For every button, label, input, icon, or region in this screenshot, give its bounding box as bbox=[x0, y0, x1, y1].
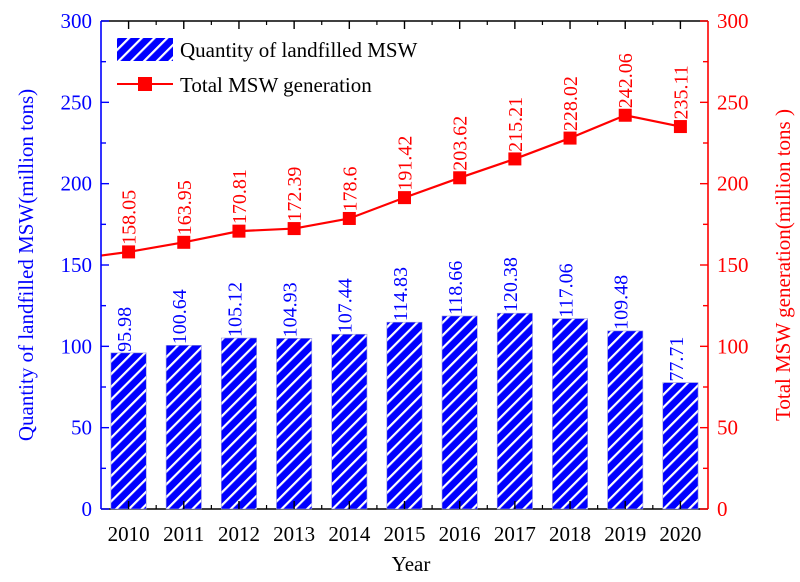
y-tick-label-right: 150 bbox=[717, 253, 749, 277]
legend-label-line: Total MSW generation bbox=[180, 73, 372, 97]
line-label-2014: 178.6 bbox=[339, 166, 361, 211]
x-tick-label: 2020 bbox=[659, 522, 701, 546]
line-marker-2013 bbox=[287, 222, 301, 236]
legend-label-bars: Quantity of landfilled MSW bbox=[180, 38, 418, 62]
axes: 0 50 100 150 200 250 300 0 50 100 150 200 250 300 2010… bbox=[61, 9, 749, 546]
bar-2020 bbox=[662, 382, 699, 510]
x-tick-label: 2010 bbox=[108, 522, 150, 546]
line-data-labels: 158.05 163.95 170.81 172.39 178.6 191.42 203.6… bbox=[119, 53, 693, 245]
y-tick-label-left: 50 bbox=[71, 416, 92, 440]
line-marker-2018 bbox=[563, 131, 577, 145]
y-tick-label-left: 0 bbox=[82, 497, 93, 521]
bar-2013 bbox=[276, 338, 313, 510]
y-tick-label-right: 50 bbox=[717, 416, 738, 440]
bar-label-2019: 109.48 bbox=[611, 275, 633, 330]
x-tick-label: 2014 bbox=[328, 522, 371, 546]
line-label-2018: 228.02 bbox=[560, 76, 582, 131]
y-tick-label-left: 100 bbox=[61, 334, 93, 358]
bar-label-2010: 95.98 bbox=[114, 307, 136, 352]
line-marker-2011 bbox=[177, 235, 191, 249]
line-marker-2020 bbox=[673, 120, 687, 134]
x-tick-label: 2016 bbox=[439, 522, 481, 546]
y-axis-title-right: Total MSW generation(million tons ) bbox=[771, 109, 795, 421]
legend-bar-swatch bbox=[117, 38, 173, 61]
line-label-2020: 235.11 bbox=[670, 65, 692, 119]
bar-data-labels: 95.98 100.64 105.12 104.93 107.44 114.83 118.6… bbox=[114, 257, 688, 381]
bar-2012 bbox=[220, 337, 257, 510]
line-label-2012: 170.81 bbox=[229, 169, 251, 224]
y-tick-label-right: 300 bbox=[717, 9, 749, 33]
bar-label-2011: 100.64 bbox=[169, 289, 191, 344]
line-marker-2016 bbox=[453, 171, 467, 185]
line-marker-2012 bbox=[232, 224, 246, 238]
y-axis-title-left: Quantity of landfilled MSW(million tons) bbox=[14, 89, 38, 441]
bar-2017 bbox=[496, 312, 533, 510]
y-tick-label-right: 0 bbox=[717, 497, 728, 521]
bar-label-2014: 107.44 bbox=[335, 278, 357, 333]
bar-label-2020: 77.71 bbox=[666, 337, 688, 382]
y-tick-label-left: 300 bbox=[61, 9, 93, 33]
bar-series bbox=[110, 312, 699, 510]
x-tick-label: 2012 bbox=[218, 522, 260, 546]
y-tick-label-left: 250 bbox=[61, 90, 93, 114]
bar-2015 bbox=[386, 321, 423, 510]
line-label-2016: 203.62 bbox=[450, 116, 472, 171]
bar-label-2013: 104.93 bbox=[279, 282, 301, 337]
line-path bbox=[100, 114, 681, 257]
line-label-2019: 242.06 bbox=[615, 53, 637, 108]
line-marker-2015 bbox=[398, 191, 411, 205]
x-tick-label: 2011 bbox=[163, 522, 204, 546]
y-tick-label-right: 200 bbox=[717, 172, 749, 196]
x-tick-label: 2015 bbox=[384, 522, 426, 546]
bar-label-2015: 114.83 bbox=[390, 267, 412, 321]
bar-2016 bbox=[441, 315, 478, 510]
bar-2014 bbox=[331, 333, 368, 510]
legend-square-marker bbox=[138, 77, 152, 91]
bar-label-2017: 120.38 bbox=[500, 257, 522, 312]
line-label-2015: 191.42 bbox=[395, 136, 417, 191]
y-tick-label-left: 200 bbox=[61, 172, 93, 196]
bar-label-2012: 105.12 bbox=[224, 282, 246, 337]
line-marker-2010 bbox=[122, 245, 136, 259]
bar-2011 bbox=[165, 344, 202, 510]
y-tick-label-right: 250 bbox=[717, 90, 749, 114]
x-tick-label: 2019 bbox=[604, 522, 646, 546]
x-tick-label: 2013 bbox=[273, 522, 315, 546]
x-tick-label: 2018 bbox=[549, 522, 591, 546]
bar-2019 bbox=[607, 330, 644, 510]
bar-label-2018: 117.06 bbox=[555, 263, 577, 317]
line-label-2013: 172.39 bbox=[284, 167, 306, 222]
bar-2010 bbox=[110, 352, 147, 510]
line-marker-2019 bbox=[618, 108, 632, 122]
line-label-2010: 158.05 bbox=[119, 190, 141, 245]
line-label-2017: 215.21 bbox=[505, 97, 527, 152]
x-tick-label: 2017 bbox=[494, 522, 536, 546]
x-axis-title: Year bbox=[392, 552, 431, 576]
line-series bbox=[100, 108, 687, 259]
y-tick-label-left: 150 bbox=[61, 253, 93, 277]
legend: Quantity of landfilled MSW Total MSW gen… bbox=[117, 38, 418, 97]
bar-label-2016: 118.66 bbox=[445, 261, 467, 315]
bar-2018 bbox=[552, 318, 589, 510]
line-label-2011: 163.95 bbox=[174, 180, 196, 235]
y-tick-label-right: 100 bbox=[717, 334, 749, 358]
line-marker-2014 bbox=[342, 211, 356, 225]
line-marker-2017 bbox=[508, 152, 522, 166]
